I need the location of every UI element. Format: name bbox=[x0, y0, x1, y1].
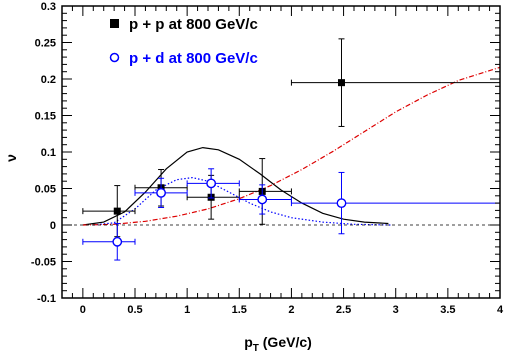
x-tick-label: 2 bbox=[288, 304, 294, 316]
model-curves bbox=[82, 66, 501, 226]
x-axis-label-unit: (GeV/c) bbox=[263, 334, 312, 350]
y-axis-label: ν bbox=[3, 154, 19, 162]
data-point bbox=[257, 194, 268, 205]
x-tick-label: 1 bbox=[184, 304, 190, 316]
y-tick-label: 0.05 bbox=[35, 184, 56, 196]
x-tick-label: 0 bbox=[80, 304, 86, 316]
data-point bbox=[206, 178, 217, 189]
y-tick-label: 0.1 bbox=[41, 147, 56, 159]
series-pd bbox=[82, 168, 501, 261]
legend-marker-pd bbox=[109, 52, 120, 63]
y-tick-label: -0.1 bbox=[37, 293, 56, 305]
x-axis-label: pT (GeV/c) bbox=[244, 334, 312, 354]
x-tick-label: 3.5 bbox=[440, 304, 455, 316]
x-tick-label: 4 bbox=[497, 304, 504, 316]
y-tick-label: 0 bbox=[50, 220, 56, 232]
x-tick-label: 3 bbox=[393, 304, 399, 316]
x-tick-label: 0.5 bbox=[127, 304, 142, 316]
y-tick-label: -0.05 bbox=[31, 257, 56, 269]
data-series bbox=[82, 38, 501, 261]
x-axis-label-subscript: T bbox=[253, 343, 259, 354]
model-curve-dash-dot bbox=[82, 66, 501, 226]
tick-labels: 0 0.5 1 1.5 2 2.5 3 3.5 4 -0.1 -0.05 0 0.05 0.1 0.15 0.… bbox=[31, 1, 504, 316]
legend-label-pd: p + d at 800 GeV/c bbox=[129, 50, 258, 67]
data-point bbox=[337, 79, 345, 87]
data-point bbox=[113, 207, 121, 215]
legend: p + p at 800 GeV/c p + d at 800 GeV/c bbox=[109, 16, 258, 67]
y-tick-label: 0.3 bbox=[41, 1, 56, 13]
y-tick-label: 0.25 bbox=[35, 38, 56, 50]
model-curve-solid bbox=[82, 146, 389, 226]
legend-marker-pp bbox=[110, 19, 119, 28]
model-curve-dotted bbox=[93, 176, 391, 226]
legend-label-pp: p + p at 800 GeV/c bbox=[129, 16, 258, 33]
y-tick-label: 0.15 bbox=[35, 111, 56, 123]
x-axis-label-main: p bbox=[244, 334, 253, 350]
data-point bbox=[336, 198, 347, 209]
data-point bbox=[156, 187, 166, 198]
axis-ticks bbox=[62, 5, 501, 299]
y-tick-label: 0.2 bbox=[41, 74, 56, 86]
data-point bbox=[112, 236, 123, 247]
x-tick-label: 2.5 bbox=[336, 304, 351, 316]
x-tick-label: 1.5 bbox=[232, 304, 247, 316]
